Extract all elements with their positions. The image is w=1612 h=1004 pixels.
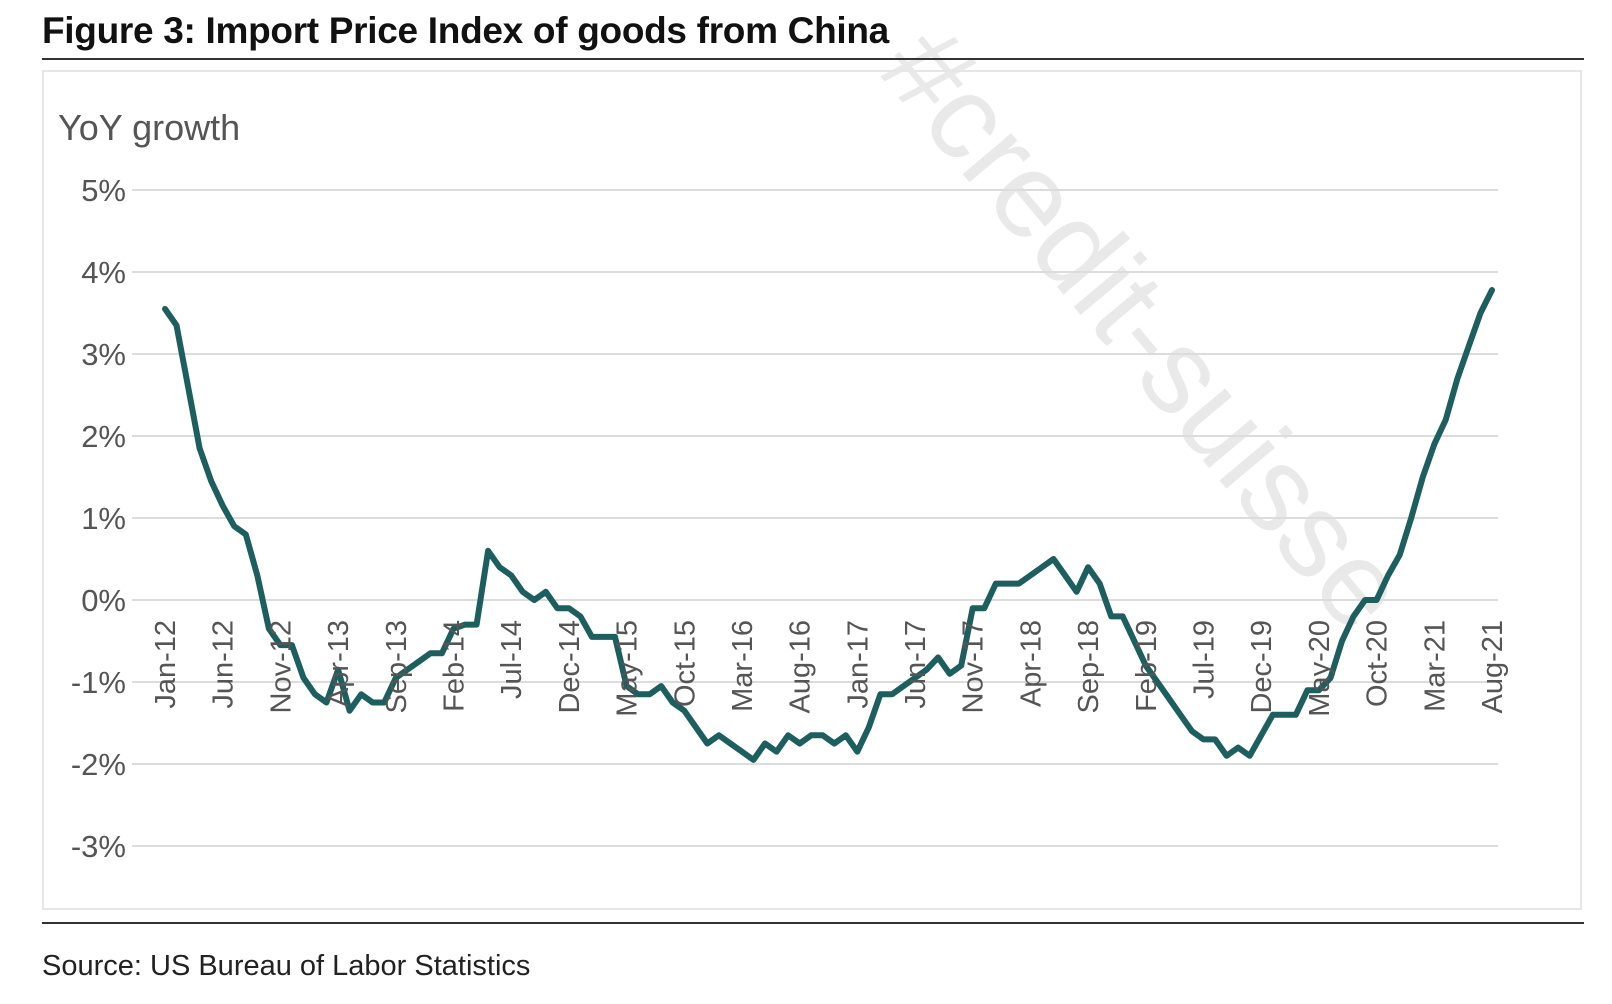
y-tick-label: -2% (71, 747, 126, 782)
x-tick-label: Jan-17 (842, 620, 874, 709)
y-tick-label: 2% (81, 419, 126, 454)
x-tick-label: Sep-18 (1073, 620, 1105, 714)
chart-frame (42, 70, 1582, 910)
x-tick-label: Jun-12 (208, 620, 240, 709)
x-tick-label: Nov-12 (265, 620, 297, 714)
series-layer (162, 287, 1495, 763)
top-rule (42, 58, 1584, 60)
x-tick-label: Mar-21 (1419, 620, 1451, 712)
y-axis-ticks: 5% 4% 3% 2% 1% 0% -1% -2% -3% (71, 173, 126, 864)
x-tick-label: May-20 (1304, 620, 1336, 717)
gridlines (132, 189, 1498, 847)
x-tick-label: Feb-19 (1131, 620, 1163, 712)
x-tick-label: Aug-16 (785, 620, 817, 714)
line-chart: 5% 4% 3% 2% 1% 0% -1% -2% -3% Jan-12 Jun-12 Nov-12… (58, 107, 1509, 864)
y-tick-label: 1% (81, 501, 126, 536)
x-axis-ticks: Jan-12 Jun-12 Nov-12 Apr-13 Sep-13 Feb-14 Jul-… (150, 620, 1509, 717)
x-tick-label: Apr-18 (1015, 620, 1047, 707)
x-tick-label: Apr-13 (323, 620, 355, 707)
x-tick-label: May-15 (612, 620, 644, 717)
y-tick-label: 0% (81, 583, 126, 618)
x-tick-label: Sep-13 (381, 620, 413, 714)
x-tick-label: Oct-15 (669, 620, 701, 707)
x-tick-label: Nov-17 (958, 620, 990, 714)
source-note: Source: US Bureau of Labor Statistics (42, 950, 531, 982)
x-tick-label: Oct-20 (1362, 620, 1394, 707)
y-tick-label: -1% (71, 665, 126, 700)
y-tick-label: 4% (81, 255, 126, 290)
figure-title: Figure 3: Import Price Index of goods fr… (42, 10, 889, 51)
x-tick-label: Feb-14 (438, 620, 470, 712)
x-tick-label: Dec-19 (1246, 620, 1278, 714)
x-tick-label: Jul-14 (496, 620, 528, 699)
y-tick-label: -3% (71, 829, 126, 864)
y-tick-label: 3% (81, 337, 126, 372)
x-tick-label: Aug-21 (1477, 620, 1509, 714)
x-tick-label: Mar-16 (727, 620, 759, 712)
x-tick-label: Dec-14 (554, 620, 586, 714)
y-axis-label: YoY growth (58, 107, 240, 148)
x-tick-label: Jan-12 (150, 620, 182, 709)
bottom-rule (42, 922, 1584, 924)
x-tick-label: Jul-19 (1189, 620, 1221, 699)
y-tick-label: 5% (81, 173, 126, 208)
series-line (162, 287, 1495, 763)
x-tick-label: Jun-17 (900, 620, 932, 709)
